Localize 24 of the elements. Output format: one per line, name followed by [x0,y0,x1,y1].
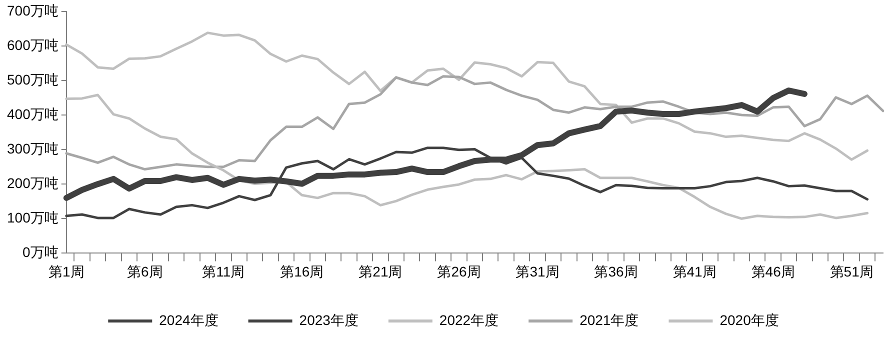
x-tick-label: 第51周 [830,263,874,280]
y-tick-label: 500万吨 [7,71,58,88]
x-tick-label: 第46周 [751,263,795,280]
legend-label: 2023年度 [299,312,358,328]
y-tick-label: 700万吨 [7,2,58,18]
legend-label: 2022年度 [439,312,499,328]
y-tick-label: 400万吨 [7,106,58,122]
legend-label: 2021年度 [580,312,639,328]
y-tick-label: 300万吨 [7,140,58,156]
x-tick-label: 第16周 [280,263,324,280]
x-tick-label: 第31周 [516,263,560,280]
y-tick-label: 200万吨 [7,174,58,191]
legend-label: 2024年度 [159,312,218,328]
y-tick-label: 100万吨 [7,210,58,226]
y-tick-label: 0万吨 [22,244,58,260]
x-tick-label: 第6周 [126,263,163,280]
x-tick-label: 第36周 [594,263,638,280]
x-tick-label: 第26周 [437,263,481,280]
x-tick-label: 第1周 [48,263,84,280]
y-tick-label: 600万吨 [7,36,58,53]
x-tick-label: 第21周 [358,263,402,280]
x-tick-label: 第41周 [672,263,716,280]
legend-label: 2020年度 [720,312,779,328]
x-tick-label: 第11周 [202,263,245,280]
